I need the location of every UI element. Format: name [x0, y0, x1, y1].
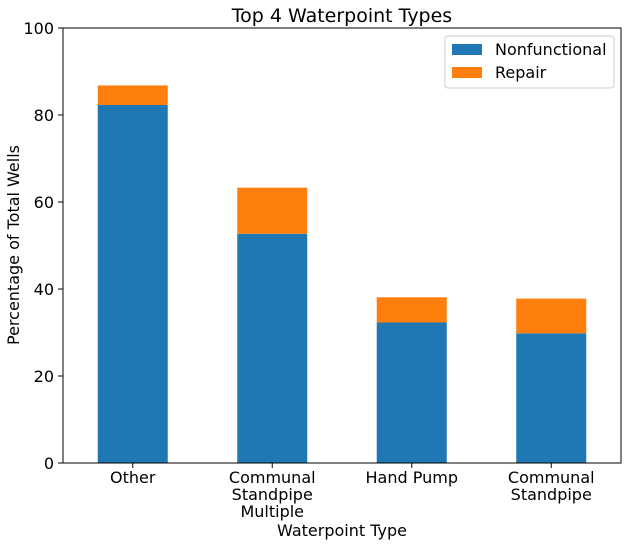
- bar-repair-2: [376, 297, 447, 323]
- bar-nonfunctional-0: [97, 104, 168, 464]
- bar-repair-0: [97, 85, 168, 105]
- legend-label-repair: Repair: [495, 63, 547, 82]
- x-tick-label: Hand Pump: [366, 468, 458, 487]
- legend-label-nonfunctional: Nonfunctional: [495, 40, 607, 59]
- bar-repair-3: [516, 298, 587, 334]
- legend-swatch-nonfunctional: [452, 44, 482, 55]
- y-tick-label: 20: [34, 367, 54, 386]
- x-axis-label: Waterpoint Type: [277, 521, 407, 540]
- bar-nonfunctional-1: [237, 233, 308, 463]
- chart-title: Top 4 Waterpoint Types: [231, 5, 452, 27]
- y-axis-label: Percentage of Total Wells: [4, 145, 23, 345]
- legend-box: [444, 35, 615, 89]
- legend-swatch-repair: [452, 67, 482, 78]
- y-tick-label: 0: [44, 454, 54, 473]
- bar-nonfunctional-2: [376, 322, 447, 463]
- x-tick-label: Communal Standpipe Multiple: [229, 468, 316, 521]
- y-tick-label: 60: [34, 193, 54, 212]
- y-tick-label: 40: [34, 280, 54, 299]
- y-axis: 0 20 40 60 80 100: [23, 19, 63, 473]
- x-axis: Other Communal Standpipe Multiple Hand Pump C…: [110, 463, 595, 521]
- bars-group: [97, 85, 587, 464]
- bar-repair-1: [237, 187, 308, 234]
- y-tick-label: 100: [23, 19, 54, 38]
- x-tick-label: Communal Standpipe: [508, 468, 595, 504]
- bar-nonfunctional-3: [516, 333, 587, 463]
- y-tick-label: 80: [34, 106, 54, 125]
- legend: Nonfunctional Repair: [444, 35, 615, 89]
- plot-frame: [62, 27, 622, 464]
- x-tick-label: Other: [110, 468, 156, 487]
